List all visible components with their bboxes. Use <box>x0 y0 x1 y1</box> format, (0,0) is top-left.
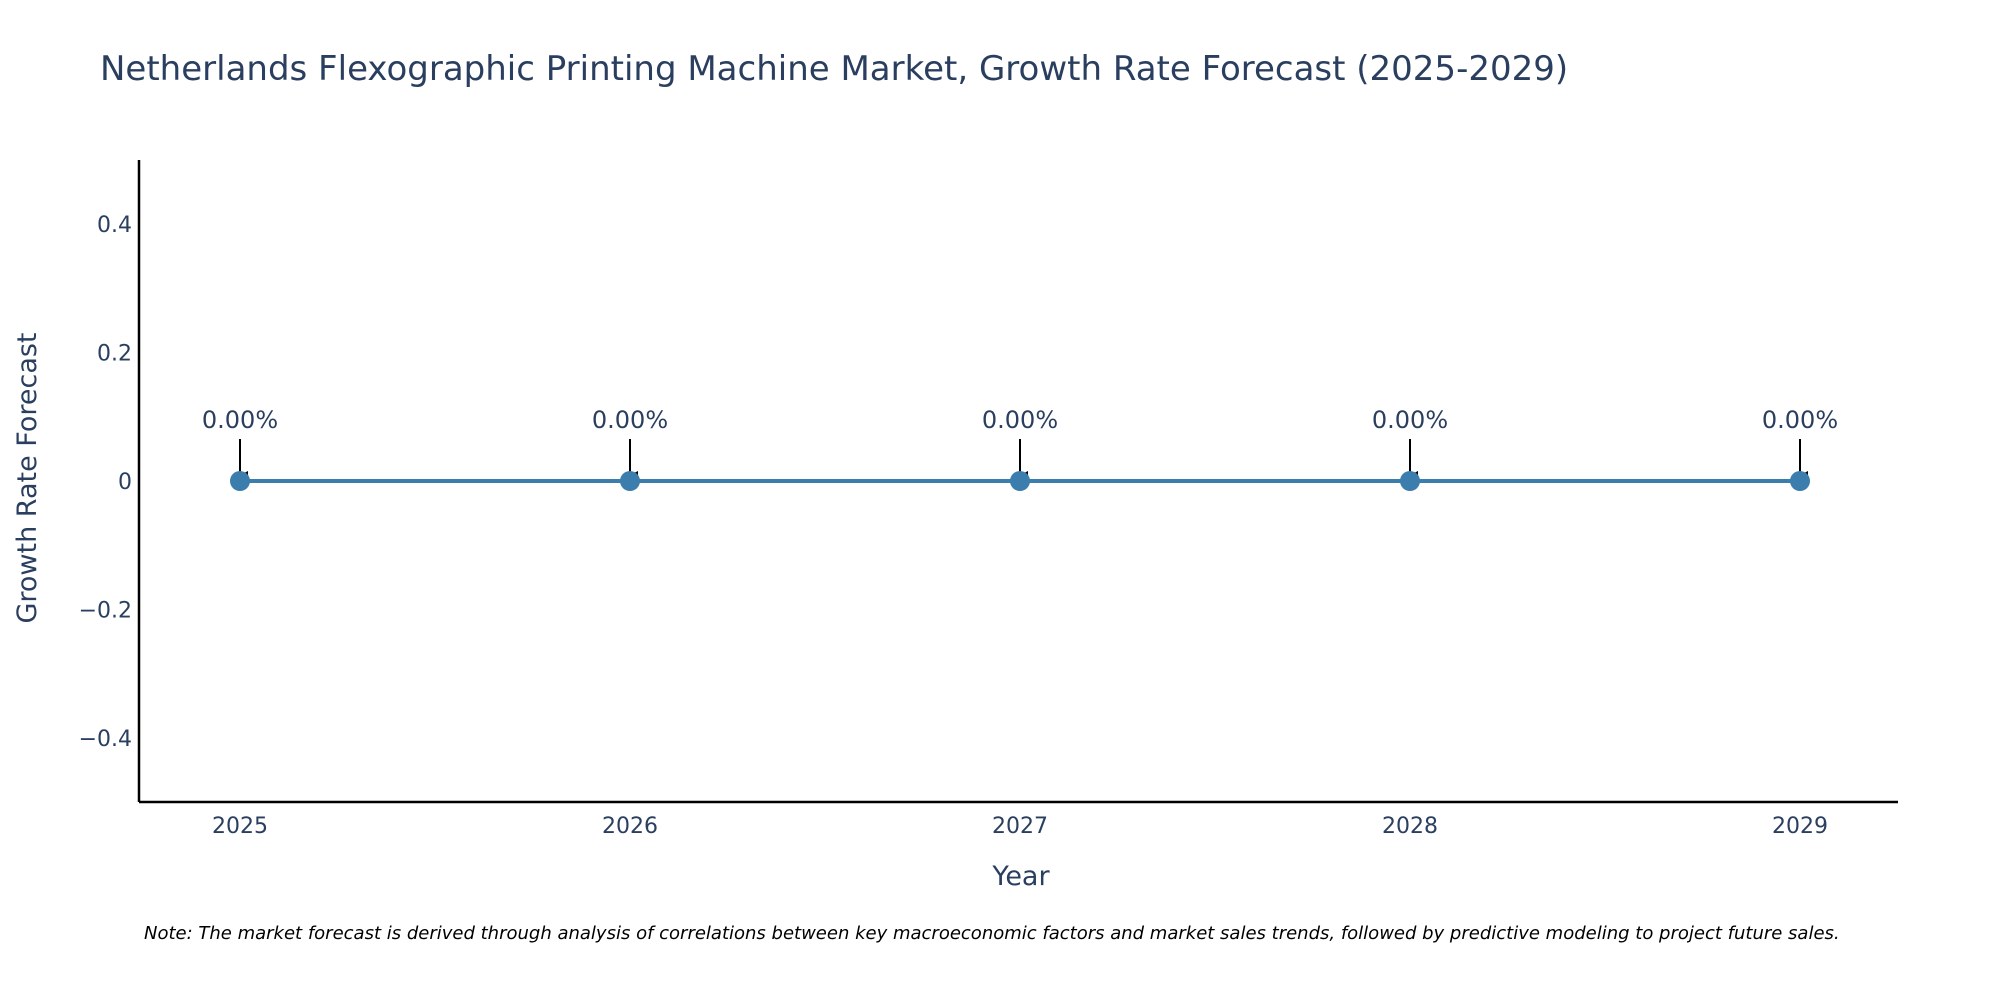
data-label: 0.00% <box>982 406 1058 434</box>
y-tick-label: −0.2 <box>79 598 132 623</box>
data-point-marker[interactable] <box>230 471 250 491</box>
y-tick-label: −0.4 <box>79 727 132 752</box>
data-label: 0.00% <box>1762 406 1838 434</box>
data-point-marker[interactable] <box>1010 471 1030 491</box>
x-tick-label: 2025 <box>212 814 268 839</box>
footnote: Note: The market forecast is derived thr… <box>144 923 1840 944</box>
x-tick-label: 2028 <box>1382 814 1438 839</box>
data-label: 0.00% <box>1372 406 1448 434</box>
x-tick-labels: 2025 2026 2027 2028 2029 <box>212 814 1828 839</box>
y-tick-label: 0 <box>118 470 132 495</box>
data-point-marker[interactable] <box>620 471 640 491</box>
series-markers <box>230 471 1810 491</box>
data-label-annotations: 0.00% 0.00% 0.00% 0.00% 0.00% <box>202 406 1838 481</box>
data-label: 0.00% <box>202 406 278 434</box>
y-axis-title: Growth Rate Forecast <box>12 332 43 623</box>
data-point-marker[interactable] <box>1790 471 1810 491</box>
y-tick-label: 0.4 <box>97 213 132 238</box>
data-point-marker[interactable] <box>1400 471 1420 491</box>
y-tick-label: 0.2 <box>97 342 132 367</box>
x-tick-label: 2027 <box>992 814 1048 839</box>
data-label: 0.00% <box>592 406 668 434</box>
x-axis-title: Year <box>991 861 1050 892</box>
y-tick-labels: 0.4 0.2 0 −0.2 −0.4 <box>79 213 132 752</box>
x-tick-label: 2029 <box>1772 814 1828 839</box>
chart-title: Netherlands Flexographic Printing Machin… <box>100 49 1568 89</box>
x-tick-label: 2026 <box>602 814 658 839</box>
